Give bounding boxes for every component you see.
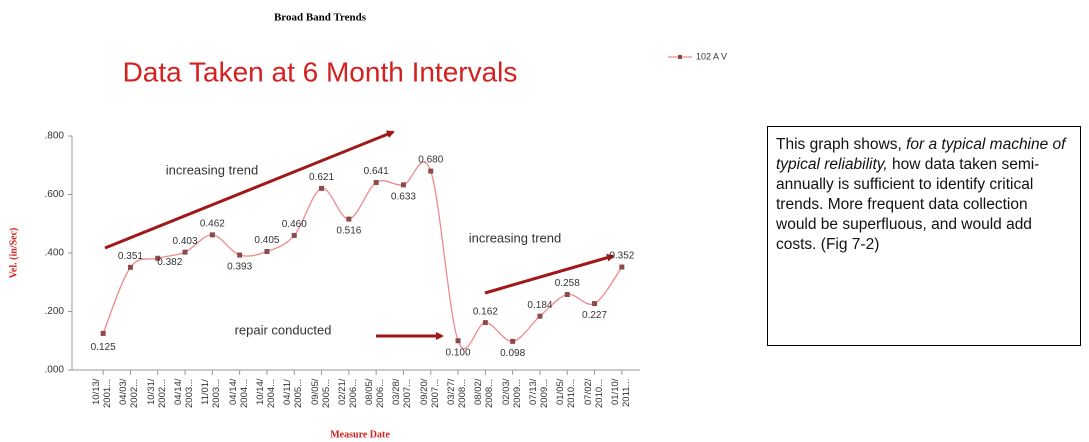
y-tick-label: .600 xyxy=(45,189,65,200)
value-label: 0.633 xyxy=(391,191,416,202)
x-tick-label: 09/05/ 2005... xyxy=(309,379,332,409)
value-label: 0.100 xyxy=(446,347,471,358)
point xyxy=(537,313,543,319)
value-label: 0.258 xyxy=(555,278,580,289)
value-label: 0.516 xyxy=(336,226,361,237)
series-line xyxy=(102,161,623,350)
point xyxy=(400,182,406,188)
point xyxy=(291,232,297,238)
x-tick-label: 10/14/ 2004... xyxy=(254,379,277,409)
x-tick-label: 09/20/ 2007... xyxy=(418,379,441,409)
x-tick-label: 03/28/ 2007... xyxy=(391,379,414,409)
point xyxy=(482,320,488,326)
point xyxy=(127,264,133,270)
annotation: increasing trend xyxy=(469,230,562,245)
value-label: 0.460 xyxy=(282,219,307,230)
y-tick-label: .400 xyxy=(45,248,65,259)
x-tick-label: 08/02/ 2008... xyxy=(473,379,496,409)
value-label: 0.351 xyxy=(118,251,143,262)
point xyxy=(564,292,570,298)
y-tick-label: .000 xyxy=(45,365,65,376)
x-tick-label: 04/03/ 2002... xyxy=(118,379,141,409)
x-axis-label: Measure Date xyxy=(330,429,390,440)
x-tick-label: 07/02/ 2010... xyxy=(582,379,605,409)
note-text: how data taken semi-annually is sufficie… xyxy=(776,156,1040,253)
x-tick-label: 04/14/ 2004... xyxy=(227,379,250,409)
point xyxy=(346,216,352,222)
value-label: 0.621 xyxy=(309,172,334,183)
annotation: increasing trend xyxy=(166,162,259,177)
y-axis-label: Vel. (in/Sec) xyxy=(8,228,19,279)
point xyxy=(182,249,188,255)
value-label: 0.403 xyxy=(173,236,198,247)
x-tick-label: 01/05/ 2010... xyxy=(555,379,578,409)
point xyxy=(619,264,625,270)
chart-title: Broad Band Trends xyxy=(274,12,367,24)
x-tick-label: 10/13/ 2001... xyxy=(91,379,114,409)
x-tick-label: 03/27/ 2008... xyxy=(446,379,469,409)
y-tick-label: .800 xyxy=(45,131,65,142)
value-label: 0.162 xyxy=(473,306,498,317)
y-tick-label: .200 xyxy=(45,306,65,317)
note-text: for a typical machine of typical reliabi… xyxy=(776,136,1066,173)
note-box: This graph shows, for a typical machine … xyxy=(767,126,1081,346)
trend-arrow xyxy=(484,253,615,295)
value-label: 0.098 xyxy=(500,348,525,359)
x-tick-label: 02/03/ 2009... xyxy=(500,379,523,409)
value-label: 0.352 xyxy=(609,251,634,262)
legend-label: 102 A V xyxy=(696,51,727,61)
value-label: 0.641 xyxy=(364,166,389,177)
point xyxy=(510,338,516,344)
x-tick-label: 11/01/ 2003... xyxy=(200,379,223,409)
value-label: 0.227 xyxy=(582,310,607,321)
value-label: 0.393 xyxy=(227,262,252,273)
point xyxy=(264,249,270,255)
x-tick-label: 04/11/ 2005... xyxy=(282,379,305,409)
x-tick-label: 08/05/ 2006... xyxy=(364,379,387,409)
point xyxy=(237,252,243,258)
chart-subtitle: Data Taken at 6 Month Intervals xyxy=(123,56,518,87)
point xyxy=(428,168,434,174)
point xyxy=(455,338,461,344)
x-tick-label: 01/10/ 2011... xyxy=(609,379,632,408)
x-tick-label: 02/21/ 2006... xyxy=(336,379,359,409)
legend-marker xyxy=(678,55,682,59)
point xyxy=(373,180,379,186)
x-tick-label: 10/31/ 2002... xyxy=(145,379,168,409)
value-label: 0.125 xyxy=(91,342,116,353)
point xyxy=(209,232,215,238)
value-label: 0.680 xyxy=(418,155,443,166)
note-text: This graph shows, xyxy=(776,136,902,153)
value-label: 0.382 xyxy=(157,257,182,268)
value-label: 0.405 xyxy=(254,235,279,246)
point xyxy=(100,330,106,336)
point xyxy=(319,185,325,191)
x-tick-label: 07/13/ 2009... xyxy=(527,379,550,409)
trend-arrow xyxy=(104,130,395,250)
annotation: repair conducted xyxy=(235,322,332,337)
x-tick-label: 04/14/ 2003... xyxy=(173,379,196,409)
value-label: 0.462 xyxy=(200,219,225,230)
point xyxy=(592,301,598,307)
value-label: 0.184 xyxy=(527,300,552,311)
point xyxy=(155,255,161,261)
